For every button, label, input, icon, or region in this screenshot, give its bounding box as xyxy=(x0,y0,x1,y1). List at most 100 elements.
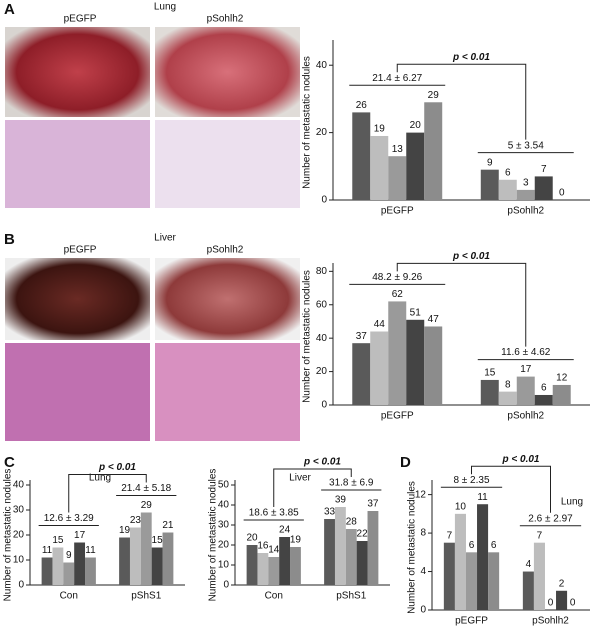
bar xyxy=(406,132,425,200)
bar xyxy=(477,504,489,610)
y-tick-label: 10 xyxy=(13,555,25,566)
bar xyxy=(63,562,75,585)
bar xyxy=(465,552,478,610)
bar xyxy=(424,326,443,405)
value-label: 37 xyxy=(367,499,379,510)
bar xyxy=(454,513,466,610)
value-label: 17 xyxy=(74,530,86,541)
x-tick-label: pEGFP xyxy=(381,206,414,217)
bar xyxy=(443,542,455,610)
bar xyxy=(129,527,141,585)
value-label: 6 xyxy=(541,383,547,394)
bar xyxy=(74,542,86,585)
value-label: 9 xyxy=(66,550,72,561)
bar xyxy=(516,189,535,200)
value-label: 11 xyxy=(42,545,53,556)
group-annotation: 11.6 ± 4.62 xyxy=(501,347,551,358)
histology xyxy=(155,120,300,208)
value-label: 9 xyxy=(487,157,493,168)
y-axis-label: Number of metastatic nodules xyxy=(208,469,219,602)
panel-label: A xyxy=(4,1,15,18)
bar xyxy=(534,176,553,200)
chart-title: Liver xyxy=(289,473,311,484)
y-tick-label: 10 xyxy=(218,560,230,571)
value-label: 29 xyxy=(428,90,440,101)
significance-bracket xyxy=(396,262,527,347)
bar xyxy=(388,301,407,405)
y-tick-label: 12 xyxy=(415,489,427,500)
y-axis-label: Number of metastatic nodules xyxy=(407,481,418,614)
group-annotation: 2.6 ± 2.97 xyxy=(528,513,573,524)
value-label: 16 xyxy=(257,541,269,552)
y-tick-label: 40 xyxy=(13,480,25,491)
y-tick-label: 40 xyxy=(218,500,230,511)
chart-title: Lung xyxy=(561,497,583,508)
bar xyxy=(140,512,152,585)
value-label: 6 xyxy=(491,540,497,551)
y-axis-label: Number of metastatic nodules xyxy=(302,270,313,403)
bar xyxy=(41,557,53,585)
value-label: 17 xyxy=(520,364,532,375)
bar xyxy=(352,112,371,200)
histology xyxy=(5,343,150,441)
value-label: 44 xyxy=(374,319,386,330)
x-tick-label: pSohlh2 xyxy=(532,616,569,627)
value-label: 0 xyxy=(559,188,565,199)
y-tick-label: 0 xyxy=(321,400,327,411)
x-tick-label: pSohlh2 xyxy=(507,206,544,217)
y-tick-label: 40 xyxy=(316,60,328,71)
significance: p < 0.01 xyxy=(98,462,136,473)
bar xyxy=(367,511,379,585)
y-tick-label: 30 xyxy=(218,520,230,531)
value-label: 29 xyxy=(141,500,153,511)
value-label: 19 xyxy=(119,525,131,536)
photo-title: Liver xyxy=(154,233,176,244)
y-axis-label: Number of metastatic nodules xyxy=(3,469,14,602)
bar xyxy=(498,391,517,405)
histology xyxy=(5,120,150,208)
significance: p < 0.01 xyxy=(452,251,490,262)
value-label: 39 xyxy=(335,495,347,506)
photo-label: pSohlh2 xyxy=(207,14,244,25)
photo-label: pEGFP xyxy=(64,14,97,25)
bar xyxy=(516,376,535,405)
y-tick-label: 0 xyxy=(18,580,24,591)
group-annotation: 31.8 ± 6.9 xyxy=(329,478,374,489)
bar xyxy=(556,590,568,610)
bar xyxy=(324,519,335,585)
x-tick-label: pSohlh2 xyxy=(507,411,544,422)
value-label: 19 xyxy=(290,535,302,546)
value-label: 10 xyxy=(455,501,467,512)
y-tick-label: 0 xyxy=(420,605,426,616)
bar xyxy=(162,532,174,585)
significance-bracket xyxy=(471,465,551,513)
value-label: 15 xyxy=(152,535,164,546)
bar xyxy=(488,552,500,610)
bar xyxy=(522,571,534,610)
chart-title: Lung xyxy=(89,473,111,484)
significance: p < 0.01 xyxy=(303,457,341,468)
significance-bracket xyxy=(396,63,527,140)
value-label: 19 xyxy=(374,124,386,135)
group-annotation: 5 ± 3.54 xyxy=(508,140,545,151)
x-tick-label: pShS1 xyxy=(336,591,366,602)
value-label: 20 xyxy=(246,533,258,544)
bar xyxy=(151,547,163,585)
value-label: 13 xyxy=(392,144,404,155)
photo xyxy=(155,258,300,340)
bar xyxy=(119,537,130,585)
bar xyxy=(480,379,499,405)
panel-label: D xyxy=(400,454,411,471)
panel-label: B xyxy=(4,231,15,248)
photo xyxy=(5,258,150,340)
bar xyxy=(498,179,517,200)
photo-label: pEGFP xyxy=(64,245,97,256)
value-label: 3 xyxy=(523,178,529,189)
bar xyxy=(406,319,425,405)
value-label: 8 xyxy=(505,379,511,390)
bar xyxy=(480,169,499,200)
group-annotation: 12.6 ± 3.29 xyxy=(44,513,94,524)
value-label: 51 xyxy=(410,307,422,318)
bar xyxy=(370,331,389,405)
